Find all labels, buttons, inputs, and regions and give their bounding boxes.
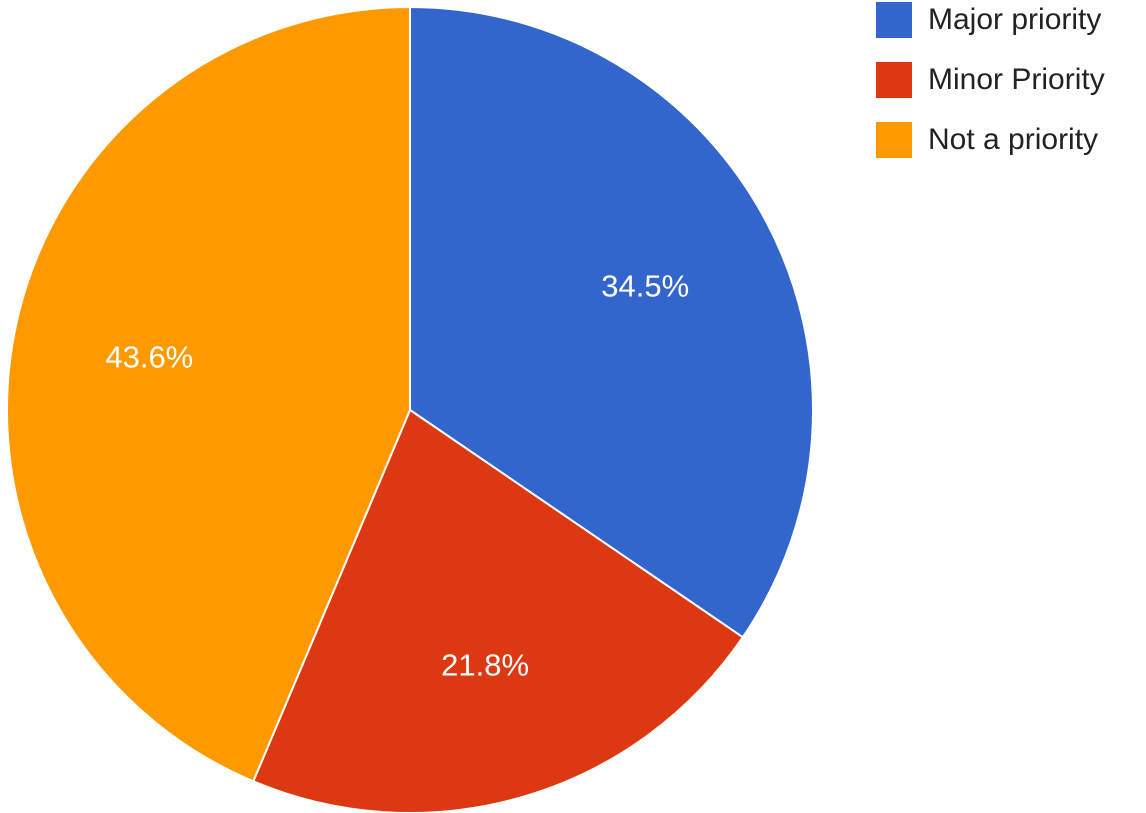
legend-swatch-not-a-priority [876,122,912,158]
legend-swatch-major-priority [876,2,912,38]
pie-slice-label-not-a-priority: 43.6% [105,340,193,375]
legend-label-not-a-priority: Not a priority [928,123,1099,156]
legend-item-minor-priority[interactable]: Minor Priority [876,60,1146,100]
pie-slice-minor-priority[interactable] [251,408,745,813]
pie-slice-label-major-priority: 34.5% [601,268,689,303]
legend: Major priority Minor Priority Not a prio… [876,0,1146,158]
pie-slice-not-a-priority[interactable] [6,5,411,783]
legend-item-major-priority[interactable]: Major priority [876,0,1146,40]
pie-slice-major-priority[interactable] [409,5,814,639]
legend-label-major-priority: Major priority [928,3,1102,36]
legend-swatch-minor-priority [876,62,912,98]
pie-slice-label-minor-priority: 21.8% [441,648,529,683]
pie-slices [6,5,814,813]
pie-slice-labels: 34.5% 21.8% 43.6% [105,268,689,682]
legend-item-not-a-priority[interactable]: Not a priority [876,120,1146,160]
legend-label-minor-priority: Minor Priority [928,63,1105,96]
